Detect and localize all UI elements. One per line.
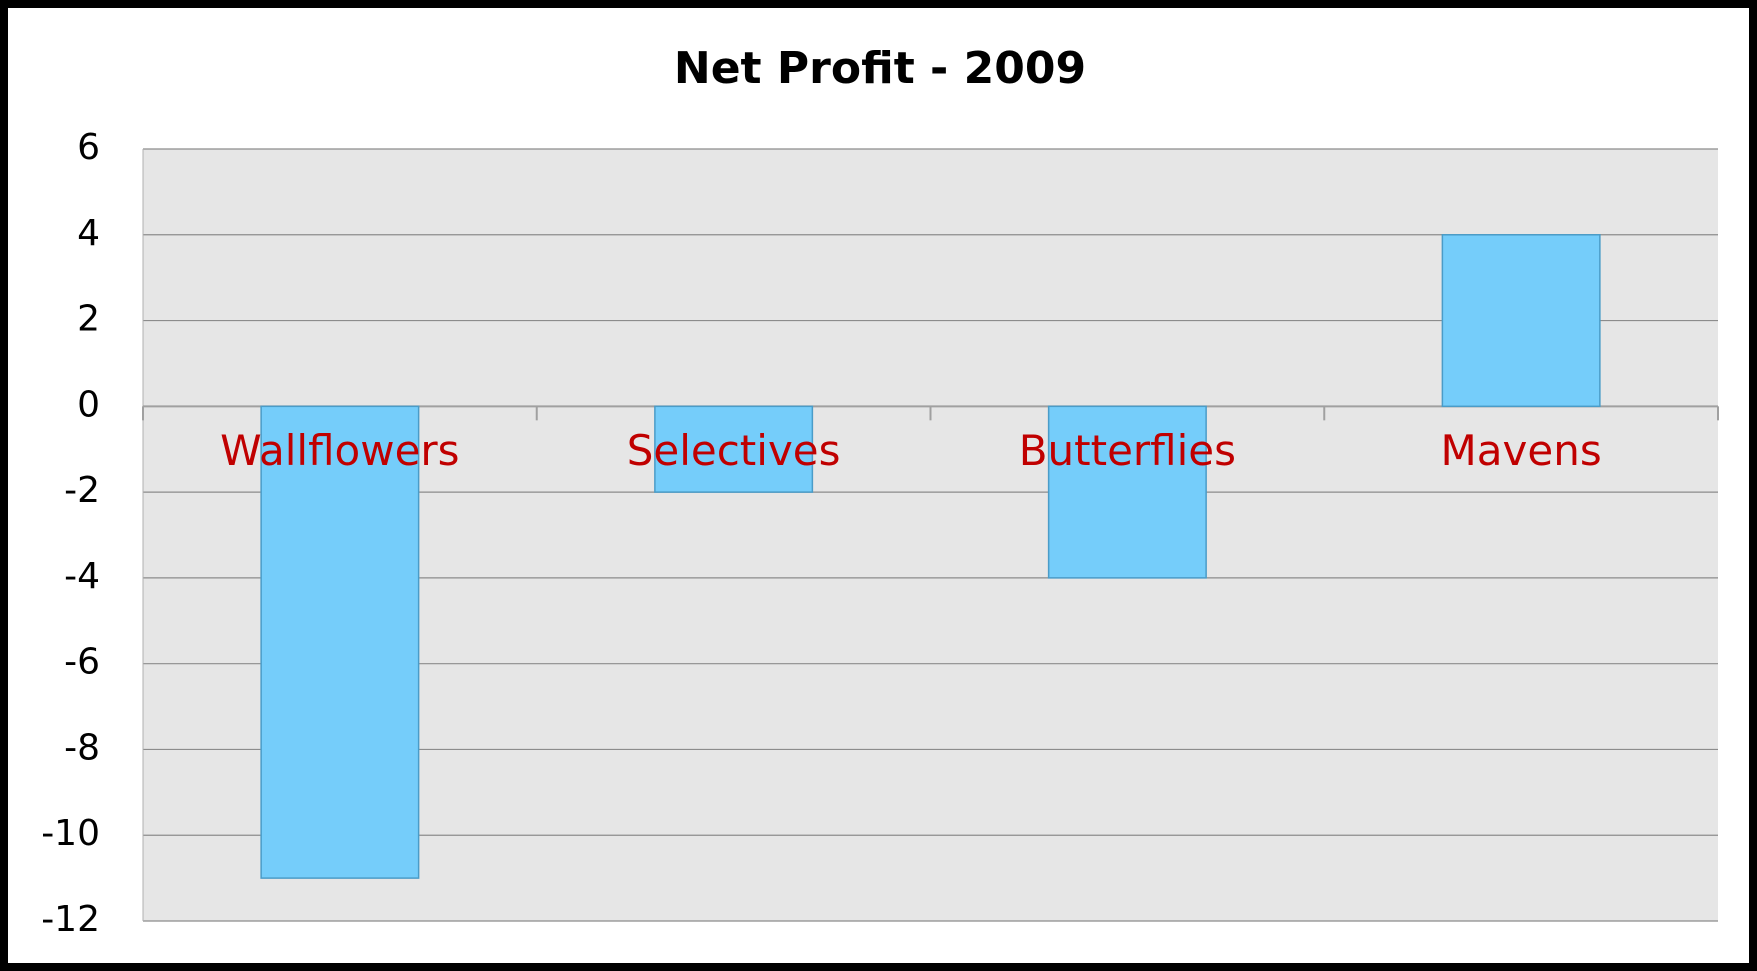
x-tick-label: Selectives: [627, 426, 841, 475]
bar: [1441, 234, 1601, 408]
labels: -12 -10 -8 -6 -4 -2 0 2 4 6 Wallflowers Selectives B…: [41, 127, 1602, 940]
y-tick-label: -6: [64, 642, 100, 683]
y-tick-label: 2: [77, 299, 100, 340]
y-tick-label: -12: [41, 899, 100, 940]
bar: [1047, 405, 1207, 579]
y-tick-label: -8: [64, 727, 100, 768]
y-tick-label: -10: [41, 813, 100, 854]
x-tick-label: Butterflies: [1019, 426, 1236, 475]
y-tick-label: 6: [77, 127, 100, 168]
y-tick-label: -4: [64, 556, 100, 597]
x-tick-label: Mavens: [1441, 426, 1602, 475]
bar: [260, 405, 420, 879]
bar: [654, 405, 814, 493]
bars: [260, 234, 1601, 879]
y-tick-label: 0: [77, 384, 100, 425]
y-tick-label: -2: [64, 470, 100, 511]
y-tick-label: 4: [77, 213, 100, 254]
chart-title: Net Profit - 2009: [674, 43, 1086, 94]
x-tick-label: Wallflowers: [220, 426, 459, 475]
